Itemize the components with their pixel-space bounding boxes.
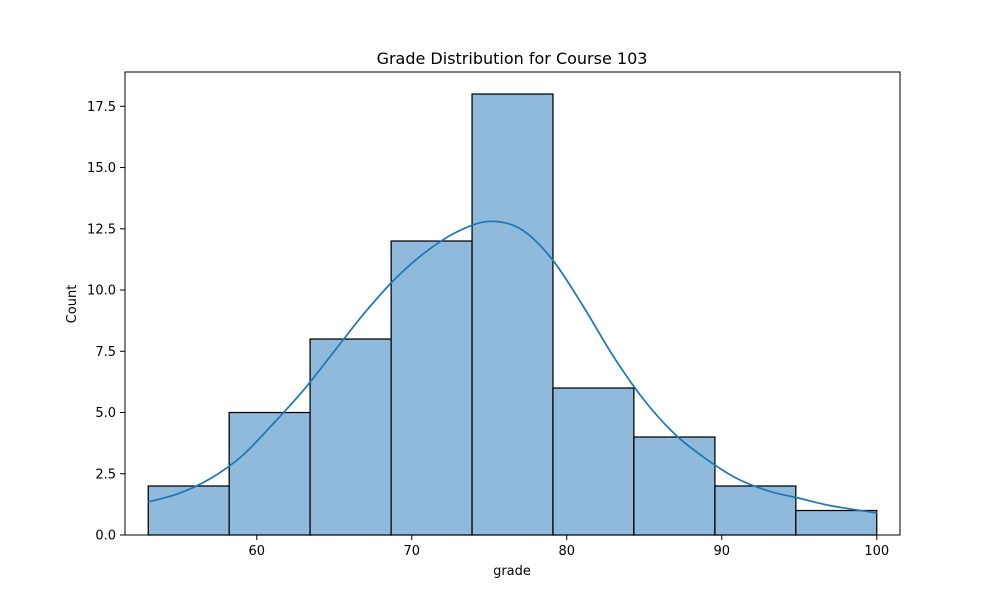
- x-tick-label: 90: [713, 544, 730, 559]
- histogram-bar: [390, 240, 473, 536]
- histogram-bar: [714, 485, 797, 536]
- plot-area: 60 70 80 90 100 0.0 2.5 5.0 7.5 10.0 12.5 15.0 17.5: [87, 71, 901, 559]
- y-tick-label: 15.0: [87, 161, 116, 176]
- histogram-bar: [795, 509, 878, 536]
- x-tick-label: 60: [248, 544, 265, 559]
- histogram-bar: [552, 387, 635, 536]
- histogram-bar: [228, 411, 311, 536]
- y-tick-label: 7.5: [95, 345, 116, 360]
- histogram-bar: [147, 485, 230, 536]
- y-axis-label: Count: [65, 285, 80, 324]
- y-tick-label: 12.5: [87, 222, 116, 237]
- x-axis-label: grade: [493, 564, 531, 579]
- axes-frame: [124, 71, 901, 536]
- y-tick-label: 10.0: [87, 284, 116, 299]
- y-tick-label: 0.0: [95, 529, 116, 544]
- x-tick-label: 100: [864, 544, 889, 559]
- histogram-bar: [309, 338, 392, 536]
- chart-title: Grade Distribution for Course 103: [377, 49, 648, 68]
- histogram-bar: [471, 93, 554, 536]
- y-tick-label: 2.5: [95, 467, 116, 482]
- y-tick-label: 17.5: [87, 100, 116, 115]
- kde-line: [148, 220, 877, 514]
- y-tick-label: 5.0: [95, 406, 116, 421]
- x-tick-label: 80: [558, 544, 575, 559]
- x-tick-label: 70: [403, 544, 420, 559]
- histogram-bar: [633, 436, 716, 536]
